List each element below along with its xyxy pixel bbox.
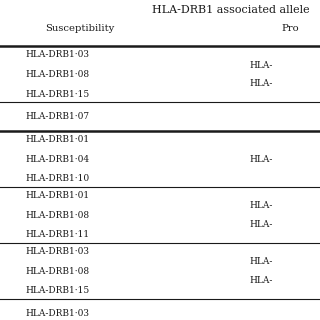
Text: HLA-: HLA- xyxy=(250,155,273,164)
Text: HLA-: HLA- xyxy=(250,257,273,266)
Text: HLA-DRB1·08: HLA-DRB1·08 xyxy=(26,267,90,276)
Text: HLA-DRB1·03: HLA-DRB1·03 xyxy=(26,50,90,59)
Text: HLA-DRB1·08: HLA-DRB1·08 xyxy=(26,211,90,220)
Text: HLA-DRB1·01: HLA-DRB1·01 xyxy=(26,135,90,144)
Text: Pro: Pro xyxy=(282,24,299,33)
Text: HLA-DRB1·10: HLA-DRB1·10 xyxy=(26,174,90,183)
Text: HLA-: HLA- xyxy=(250,220,273,229)
Text: HLA-DRB1·15: HLA-DRB1·15 xyxy=(26,90,90,99)
Text: HLA-DRB1·11: HLA-DRB1·11 xyxy=(26,230,90,239)
Text: HLA-DRB1·08: HLA-DRB1·08 xyxy=(26,70,90,79)
Text: HLA-DRB1·01: HLA-DRB1·01 xyxy=(26,191,90,200)
Text: HLA-DRB1·15: HLA-DRB1·15 xyxy=(26,286,90,295)
Text: HLA-DRB1·07: HLA-DRB1·07 xyxy=(26,112,90,121)
Text: HLA-: HLA- xyxy=(250,60,273,69)
Text: HLA-DRB1 associated allele: HLA-DRB1 associated allele xyxy=(152,5,309,15)
Text: Susceptibility: Susceptibility xyxy=(45,24,114,33)
Text: HLA-: HLA- xyxy=(250,276,273,285)
Text: HLA-: HLA- xyxy=(250,79,273,88)
Text: HLA-DRB1·03: HLA-DRB1·03 xyxy=(26,247,90,256)
Text: HLA-: HLA- xyxy=(250,201,273,210)
Text: HLA-DRB1·03: HLA-DRB1·03 xyxy=(26,309,90,318)
Text: HLA-DRB1·04: HLA-DRB1·04 xyxy=(26,155,90,164)
